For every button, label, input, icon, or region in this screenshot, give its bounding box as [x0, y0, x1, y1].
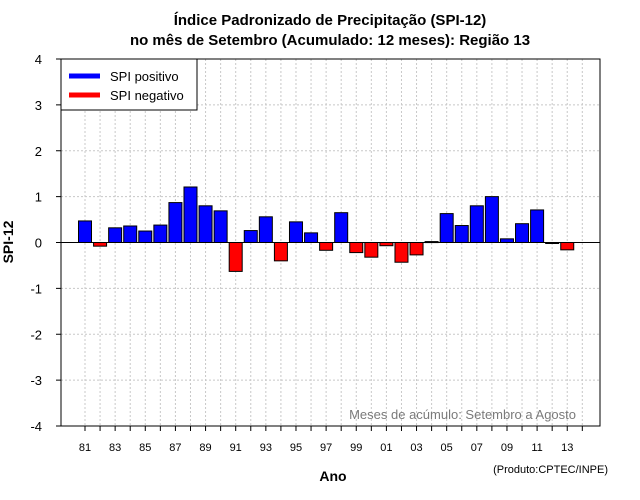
bar-2006 [454, 225, 469, 243]
bar-2010 [515, 223, 530, 244]
bar-1986 [153, 224, 168, 244]
bar-2002 [394, 242, 409, 263]
x-tick-label: 99 [350, 442, 362, 454]
y-tick-label: -1 [30, 281, 42, 296]
bar-1995 [288, 221, 303, 243]
x-tick-label: 93 [260, 442, 272, 454]
y-tick-label: -2 [30, 327, 42, 342]
bar-1996 [304, 232, 319, 244]
bar-2000 [364, 242, 379, 258]
product-credit: (Produto:CPTEC/INPE) [493, 464, 608, 476]
bar-1982 [93, 242, 108, 247]
x-tick-label: 05 [441, 442, 453, 454]
grid [61, 59, 600, 426]
legend-box [60, 58, 198, 111]
bar-1999 [349, 242, 364, 254]
bars [78, 186, 575, 272]
y-tick-label: 1 [35, 190, 42, 205]
bar-1992 [243, 230, 258, 243]
bar-2003 [409, 242, 424, 256]
x-tick-label: 89 [199, 442, 211, 454]
bar-2008 [484, 196, 499, 243]
bar-2009 [499, 238, 514, 244]
x-tick-label: 83 [109, 442, 121, 454]
bar-1987 [168, 202, 183, 243]
bar-1990 [213, 210, 228, 244]
x-tick-label: 09 [501, 442, 513, 454]
bar-1994 [273, 242, 288, 262]
x-tick-label: 11 [531, 442, 542, 454]
bar-1981 [78, 220, 92, 244]
bar-1984 [123, 225, 138, 243]
x-tick-label: 87 [169, 442, 181, 454]
x-tick-label: 95 [290, 442, 302, 454]
y-axis-label: SPI-12 [0, 220, 16, 263]
x-tick-label: 13 [561, 442, 573, 454]
bar-2007 [469, 205, 484, 244]
bar-2013 [560, 242, 575, 251]
bar-2011 [530, 209, 545, 244]
bar-1989 [198, 205, 213, 244]
y-tick-label: 4 [35, 52, 42, 67]
bar-1993 [258, 216, 273, 243]
legend-label-positive: SPI positivo [110, 69, 179, 84]
x-tick-label: 81 [79, 442, 91, 454]
y-tick-label: 3 [35, 98, 42, 113]
bar-1985 [138, 230, 153, 243]
x-tick-label: 85 [139, 442, 151, 454]
x-axis-label: Ano [319, 468, 346, 484]
y-axis: -4 -3 -2 -1 0 1 2 3 4 [30, 52, 61, 434]
accumulation-note: Meses de acúmulo: Setembro a Agosto [349, 407, 576, 422]
x-axis: 81 83 85 87 89 91 93 95 97 99 01 03 05 07 09 11 13 [79, 426, 583, 454]
x-tick-label: 97 [320, 442, 332, 454]
y-tick-label: 0 [35, 236, 42, 251]
x-tick-label: 91 [230, 442, 242, 454]
bar-1997 [319, 242, 334, 251]
y-tick-label: -4 [30, 419, 42, 434]
y-tick-label: 2 [35, 144, 42, 159]
legend: SPI positivo SPI negativo [60, 58, 198, 111]
bar-2005 [439, 213, 454, 244]
bar-1991 [228, 242, 243, 272]
bar-1983 [108, 227, 123, 244]
x-tick-label: 01 [380, 442, 392, 454]
x-tick-label: 07 [471, 442, 483, 454]
chart-title-line2: no mês de Setembro (Acumulado: 12 meses)… [130, 32, 530, 49]
legend-label-negative: SPI negativo [110, 88, 184, 103]
bar-1998 [334, 212, 349, 243]
chart-title-line1: Índice Padronizado de Precipitação (SPI-… [174, 12, 487, 29]
x-tick-label: 03 [410, 442, 422, 454]
y-tick-label: -3 [30, 373, 42, 388]
bar-1988 [183, 186, 198, 244]
